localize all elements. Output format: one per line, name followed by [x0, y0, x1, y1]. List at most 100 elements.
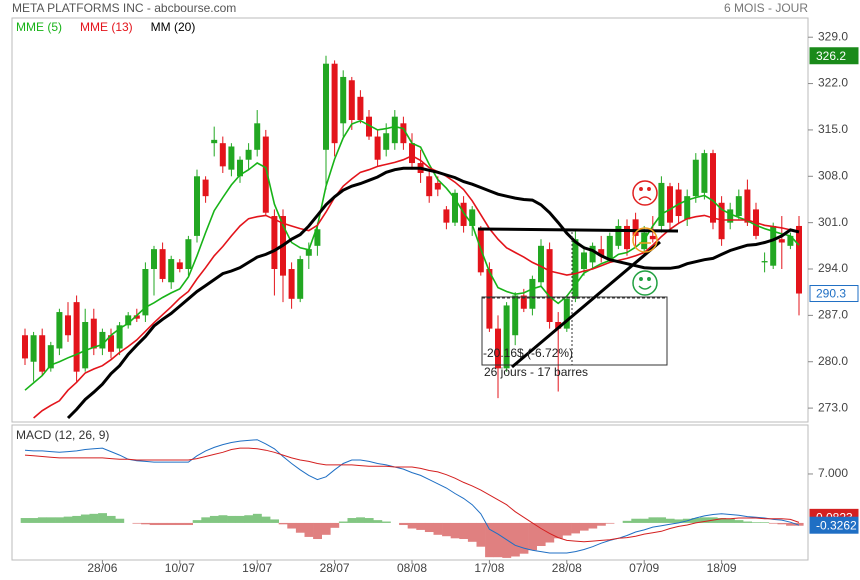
y-tick-label: 322.0	[818, 76, 848, 90]
candle-body	[185, 239, 192, 270]
histogram-bar	[579, 522, 589, 531]
histogram-bar	[734, 520, 744, 523]
candle-body	[30, 335, 37, 362]
candle-body	[443, 209, 450, 223]
histogram-bar	[467, 522, 477, 542]
candle-body	[383, 133, 390, 150]
y-tick-label: 308.0	[818, 168, 848, 182]
candle-body	[624, 225, 630, 250]
candle-body	[520, 295, 527, 309]
candle-body	[460, 202, 467, 226]
candle-body	[581, 252, 587, 270]
moving-average	[24, 119, 800, 391]
candle-body	[194, 176, 200, 236]
price-panel	[11, 17, 809, 423]
y-tick-label: 287.0	[818, 308, 848, 322]
x-tick-label: 18/09	[707, 561, 737, 575]
candle-body	[589, 245, 596, 263]
candle-body	[546, 249, 553, 322]
candle-body	[761, 261, 768, 263]
candle-body	[99, 331, 106, 349]
x-tick-label: 28/06	[87, 561, 117, 575]
candle-body	[297, 259, 304, 299]
histogram-bar	[330, 522, 340, 528]
histogram-bar	[201, 517, 211, 523]
measure-text: 26 jours - 17 barres	[484, 365, 588, 379]
candle-body	[598, 249, 605, 256]
histogram-bar	[433, 522, 443, 535]
histogram-bar	[648, 517, 658, 523]
y-tick-label: 329.0	[818, 29, 848, 43]
candle-body	[667, 186, 673, 223]
histogram-bar	[596, 522, 606, 526]
histogram-bar	[493, 522, 503, 558]
histogram-bar	[244, 515, 254, 523]
high-box	[809, 47, 859, 65]
candle-body	[538, 245, 544, 283]
histogram-bar	[545, 522, 555, 543]
resistance-line	[477, 227, 679, 233]
macd-title: MACD (12, 26, 9)	[16, 428, 109, 442]
candle-body	[142, 269, 149, 316]
candle-body	[314, 229, 321, 246]
candle-body	[202, 179, 209, 197]
histogram-bar	[399, 522, 408, 526]
candle-body	[684, 196, 691, 220]
histogram-bar	[166, 522, 176, 526]
histogram-bar	[424, 522, 434, 533]
histogram-bar	[743, 521, 752, 523]
drawing-tools: -20.16$ (-6.72%) 26 jours - 17 barres	[477, 180, 679, 379]
candle-body	[56, 312, 63, 349]
candle-body	[305, 249, 312, 256]
candle-body	[82, 321, 89, 369]
histogram-bar	[751, 522, 761, 523]
macd-last-box	[809, 516, 859, 534]
histogram-bar	[450, 522, 460, 539]
candle-body	[649, 235, 656, 240]
histogram-bar	[356, 517, 365, 523]
candle-body	[39, 335, 46, 372]
histogram-bar	[295, 522, 305, 533]
x-tick-label: 07/09	[629, 561, 659, 575]
histogram-bar	[141, 522, 150, 525]
histogram-bar	[476, 522, 486, 547]
histogram-bar	[502, 522, 512, 558]
histogram-bar	[571, 522, 580, 534]
histogram-bar	[313, 522, 322, 540]
candle-body	[245, 149, 252, 160]
x-tick-label: 28/08	[552, 561, 582, 575]
last-price-label: 290.3	[816, 287, 846, 301]
histogram-bar	[717, 518, 727, 523]
histogram-bar	[768, 522, 778, 524]
candle-body	[176, 262, 183, 270]
histogram-bar	[184, 522, 193, 526]
candle-body	[271, 216, 278, 270]
candle-body	[701, 153, 708, 193]
histogram-bar	[321, 522, 331, 535]
candle-body	[133, 315, 140, 319]
histogram-bar	[777, 522, 787, 525]
histogram-bar	[106, 515, 116, 523]
histogram-bar	[347, 518, 357, 523]
histogram-bar	[80, 514, 90, 523]
candle-body	[727, 209, 734, 223]
histogram-bar	[691, 518, 701, 523]
candle-body	[495, 328, 501, 369]
x-tick-label: 19/07	[242, 561, 272, 575]
histogram-bar	[794, 522, 804, 526]
candle-body	[90, 318, 97, 349]
candle-body	[348, 80, 355, 120]
y-tick-label: 273.0	[818, 400, 848, 414]
period: 6 MOIS - JOUR	[724, 1, 808, 15]
candle-body	[391, 116, 398, 144]
candle-body	[675, 189, 682, 217]
histogram-bar	[20, 518, 30, 523]
histogram-bar	[622, 520, 632, 523]
histogram-bar	[485, 522, 494, 558]
candle-body	[486, 269, 493, 329]
y-tick-label: 280.0	[818, 354, 848, 368]
candle-body	[770, 225, 777, 266]
candle-body	[331, 63, 338, 144]
candle-body	[503, 305, 510, 369]
measure-box	[481, 296, 668, 366]
